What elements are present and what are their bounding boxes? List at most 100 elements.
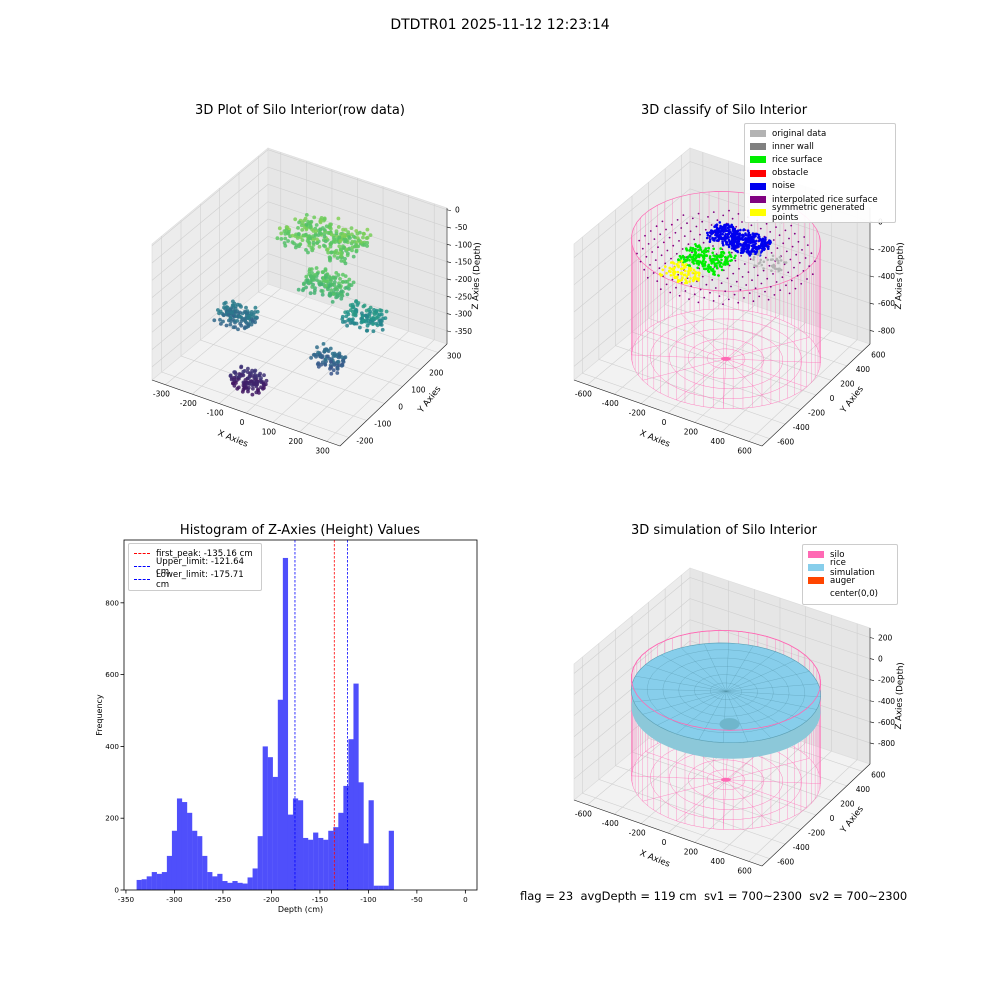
plot2-class-point — [708, 240, 712, 243]
plot2-class-point — [779, 259, 783, 262]
plot2-silo-floor-spoke — [631, 354, 727, 360]
plot2-interpolated-point — [789, 258, 792, 261]
plot2-class-point — [741, 235, 745, 238]
plot1-point — [243, 325, 248, 330]
plot2-ytick-label: -600 — [777, 438, 794, 447]
plot2-class-point — [715, 255, 719, 259]
histogram-xtick-label: 0 — [463, 895, 468, 904]
plot4-silo-floor-spoke — [723, 779, 727, 830]
plot2-interpolated-point — [680, 282, 683, 284]
plot2-legend-item: inner wall — [750, 140, 890, 153]
plot2-interpolated-point — [664, 262, 667, 265]
histogram-bar — [323, 839, 329, 890]
plot4-zlabel: Z Axies (Depth) — [894, 662, 906, 730]
plot2-legend-swatch — [750, 156, 766, 164]
plot4-xlabel: X Axies — [638, 849, 672, 870]
plot2-interpolated-point — [661, 220, 664, 223]
plot1-point — [320, 360, 325, 365]
plot1-point — [293, 245, 298, 250]
plot2-class-point — [774, 267, 778, 271]
plot1-point — [365, 323, 370, 328]
plot1-zgrid — [151, 253, 448, 350]
plot2-class-point — [749, 233, 752, 237]
histogram-xtick-label: -350 — [118, 895, 135, 904]
plot2-class-point — [758, 261, 762, 264]
plot2-legend-swatch — [750, 209, 766, 217]
plot1-point — [234, 381, 238, 385]
plot2-interpolated-point — [710, 224, 713, 226]
plot1-point — [222, 301, 227, 306]
plot2-interpolated-point — [722, 214, 725, 217]
plot2-interpolated-point — [689, 230, 692, 233]
plot1-point — [253, 310, 258, 314]
plot2-ztick-label: -800 — [878, 326, 895, 335]
plot1-point — [279, 231, 284, 236]
plot1-point — [322, 234, 327, 239]
plot1-point — [243, 319, 248, 324]
plot1-point — [221, 313, 226, 317]
plot2-class-point — [757, 233, 760, 237]
plot2-class-point — [682, 266, 686, 270]
plot4-rice-mesh — [725, 691, 772, 739]
plot2-interpolated-point — [743, 263, 746, 265]
plot2-interpolated-point — [776, 247, 779, 250]
plot2-class-point — [677, 258, 680, 261]
plot4-zgrid — [573, 577, 871, 674]
plot2-interpolated-point — [684, 290, 687, 292]
plot1-point — [228, 374, 233, 378]
plot2-class-point — [700, 250, 704, 254]
plot2-class-point — [707, 250, 710, 253]
plot2-ygrid — [581, 237, 770, 439]
plot1-zlabel: Z Axies (Depth) — [471, 242, 483, 310]
plot2-ytick-label: 400 — [856, 365, 871, 374]
plot2-class-point — [673, 266, 677, 269]
plot1-point — [323, 239, 328, 244]
plot2-class-point — [701, 261, 704, 265]
plot2-interpolated-point — [712, 300, 715, 302]
plot1-point — [334, 229, 339, 234]
plot3-legend-label: Lower_limit: -175.71 cm — [156, 569, 244, 590]
plot2-class-point — [713, 239, 716, 242]
plot2-xlabel: X Axies — [638, 429, 672, 450]
plot1-point — [315, 237, 319, 242]
plot2-xgrid — [694, 186, 807, 423]
plot1-point — [335, 371, 340, 375]
plot2-class-point — [764, 236, 767, 239]
plot2-interpolated-point — [734, 259, 737, 262]
plot1-point — [348, 236, 352, 240]
plot1-point — [336, 216, 341, 221]
status-sv2: sv2 = 700~2300 — [809, 889, 908, 903]
plot2-legend-label: interpolated rice surface — [772, 194, 878, 205]
plot4-rice-dip — [719, 718, 740, 731]
plot1-point — [275, 236, 280, 241]
plot1-point — [364, 313, 368, 318]
plot2-interpolated-point — [676, 219, 679, 221]
plot1-point — [341, 320, 345, 324]
plot2-interpolated-point — [801, 249, 803, 251]
plot2-class-point — [720, 227, 724, 231]
plot2-class-point — [677, 265, 680, 269]
plot1-point — [249, 322, 254, 327]
plot2-class-point — [691, 258, 694, 261]
plot1-point — [262, 373, 266, 378]
plot1-point — [321, 278, 326, 283]
plot2-class-point — [752, 234, 756, 238]
plot2-class-point — [691, 246, 695, 250]
plot2-interpolated-point — [718, 295, 721, 297]
histogram-bar — [141, 879, 147, 890]
plot1-point — [358, 325, 362, 330]
plot1-xtick-label: 300 — [315, 446, 330, 455]
plot1-point — [279, 237, 284, 241]
plot2-interpolated-point — [675, 252, 678, 255]
plot2-xtick-label: 0 — [662, 418, 667, 427]
plot2-class-point — [762, 260, 766, 264]
plot2-interpolated-point — [767, 243, 769, 246]
plot1-point — [251, 386, 255, 391]
plot2-class-point — [768, 241, 772, 245]
histogram-bar — [292, 798, 299, 890]
plot2-interpolated-point — [781, 276, 784, 279]
plot2-class-point — [744, 232, 747, 235]
plot2-xtick-label: 200 — [684, 427, 699, 436]
plot2-interpolated-point — [751, 279, 753, 282]
histogram-bar — [262, 746, 268, 890]
